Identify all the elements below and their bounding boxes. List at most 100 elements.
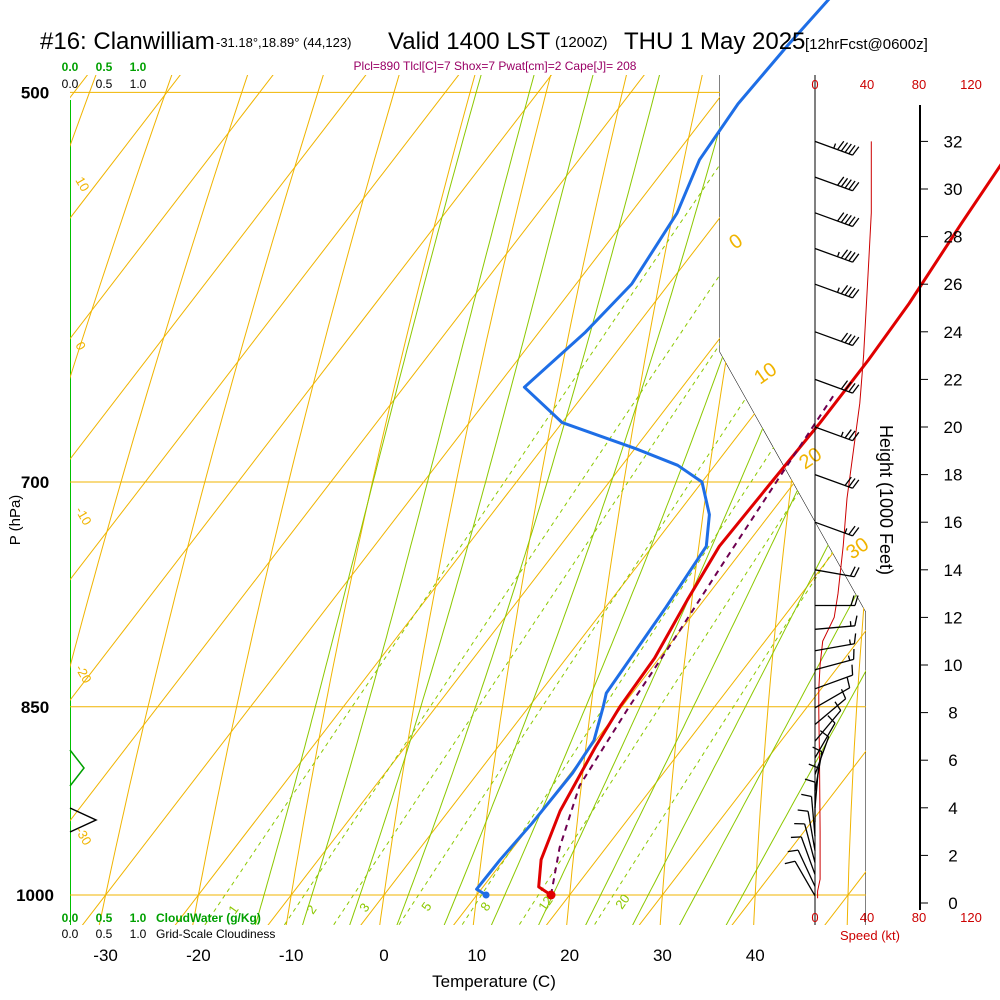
- isotherm: [432, 75, 866, 925]
- wind-barb-staff: [814, 687, 850, 709]
- x-tick-label: 30: [653, 946, 672, 965]
- background-grid: [70, 75, 866, 925]
- x-tick-label: -30: [93, 946, 118, 965]
- wind-barb-staff: [814, 212, 853, 228]
- isotherm: [70, 75, 729, 925]
- cloud-tick-label-bottom: 0.0: [62, 911, 79, 925]
- height-tick-label: 2: [948, 846, 957, 865]
- dry-adiabat: [70, 75, 499, 925]
- wind-barb-feather: [844, 476, 852, 486]
- wind-barb: [814, 473, 860, 489]
- moist-adiabat: [340, 75, 787, 925]
- isotherm: [70, 75, 866, 925]
- height-tick-label: 4: [948, 799, 957, 818]
- wind-barb-halffeather: [840, 431, 844, 437]
- utc-time: (1200Z): [555, 34, 608, 51]
- cloudwater-title: CloudWater (g/Kg): [156, 911, 261, 925]
- wind-barb: [814, 664, 854, 690]
- wind-barb-feather: [848, 144, 856, 155]
- temperature-line: [537, 163, 1000, 897]
- wind-barb: [814, 688, 847, 725]
- wind-barb-staff: [814, 426, 853, 442]
- dry-adiabat-label: -30: [72, 824, 94, 848]
- height-tick-label: 12: [944, 608, 963, 627]
- station-title: #16: Clanwilliam: [40, 28, 215, 55]
- height-tick-label: 28: [944, 228, 963, 247]
- wind-barb-staff: [814, 331, 853, 347]
- wind-barb-halffeather: [836, 287, 840, 293]
- dry-adiabat: [281, 75, 746, 925]
- height-tick-label: 22: [944, 370, 963, 389]
- wind-barb-staff: [814, 378, 853, 394]
- x-tick-label: 10: [467, 946, 486, 965]
- speed-tick-label-bottom: 0: [811, 910, 818, 925]
- wind-barb-staff: [814, 674, 853, 690]
- wind-barb-halffeather: [833, 143, 837, 149]
- isotherm: [70, 75, 866, 925]
- mixing-ratio-line: [186, 75, 866, 925]
- height-tick-label: 20: [944, 418, 963, 437]
- isotherm: [154, 75, 866, 925]
- mixing-ratio-line: [501, 75, 866, 925]
- wind-barb-feather: [848, 287, 856, 297]
- wind-barb-feather: [852, 527, 860, 537]
- speed-tick-label-top: 40: [860, 77, 874, 92]
- wind-barb-feather: [849, 566, 856, 577]
- isotherm-label: 10: [750, 358, 781, 389]
- height-axis-title: Height (1000 Feet): [876, 425, 896, 575]
- height-tick-label: 30: [944, 180, 963, 199]
- speed-tick-label-top: 80: [912, 77, 926, 92]
- wind-barb: [815, 595, 859, 607]
- height-tick-label: 14: [944, 561, 963, 580]
- dewpoint-line: [475, 0, 831, 897]
- wind-barb-feather: [852, 479, 860, 489]
- dry-adiabat: [657, 75, 866, 925]
- wind-barb: [814, 378, 860, 394]
- wind-barb-feather: [848, 252, 856, 262]
- wind-barb-feather: [844, 250, 852, 260]
- isotherm: [70, 75, 866, 925]
- wind-barb: [814, 283, 860, 299]
- moist-adiabat: [525, 75, 866, 925]
- wind-barb-feather: [848, 525, 856, 535]
- wind-barb-feather: [808, 763, 819, 769]
- wind-speed-line: [817, 141, 872, 899]
- isotherm: [70, 75, 637, 925]
- dry-adiabat: [70, 75, 561, 925]
- surface-temperature-point: [546, 890, 556, 900]
- cloudiness-tick-label-bottom: 0.5: [96, 927, 113, 941]
- isotherm: [70, 75, 866, 925]
- wind-barb-staff: [814, 710, 842, 742]
- wind-barb-feather: [797, 809, 809, 812]
- moist-adiabat: [293, 75, 702, 925]
- wind-barb-feather: [837, 212, 845, 222]
- wind-barb: [814, 176, 860, 192]
- dry-adiabat-label: 0: [72, 339, 89, 353]
- dry-adiabat: [846, 75, 866, 925]
- wind-barb-feather: [844, 143, 852, 153]
- mixing-ratio-label: 5: [418, 899, 434, 914]
- dry-adiabat: [563, 75, 866, 925]
- speed-tick-label-top: 0: [811, 77, 818, 92]
- dry-adiabat-label: 10: [72, 174, 92, 194]
- wind-barb-feather: [784, 860, 796, 865]
- wind-barb-feather: [804, 778, 816, 783]
- wind-barb: [814, 566, 860, 578]
- height-tick-label: 0: [948, 894, 957, 913]
- height-tick-label: 10: [944, 656, 963, 675]
- wind-barb-staff: [814, 176, 853, 192]
- x-axis-title: Temperature (C): [432, 972, 556, 991]
- y-axis-title: P (hPa): [7, 495, 24, 546]
- wind-barb-feather: [852, 431, 860, 442]
- wind-barb-feather: [852, 384, 860, 394]
- wind-barb: [814, 140, 860, 156]
- wind-barb-staff: [807, 811, 816, 851]
- wind-barb-staff: [814, 247, 853, 263]
- wind-barb-feather: [840, 177, 849, 188]
- parcel-line: [550, 395, 834, 896]
- p-tick-label: 850: [21, 698, 49, 717]
- forecast-run: [12hrFcst@0600z]: [805, 36, 928, 53]
- wind-barb-staff: [794, 860, 816, 897]
- wind-barb: [801, 793, 816, 837]
- x-tick-label: -10: [279, 946, 304, 965]
